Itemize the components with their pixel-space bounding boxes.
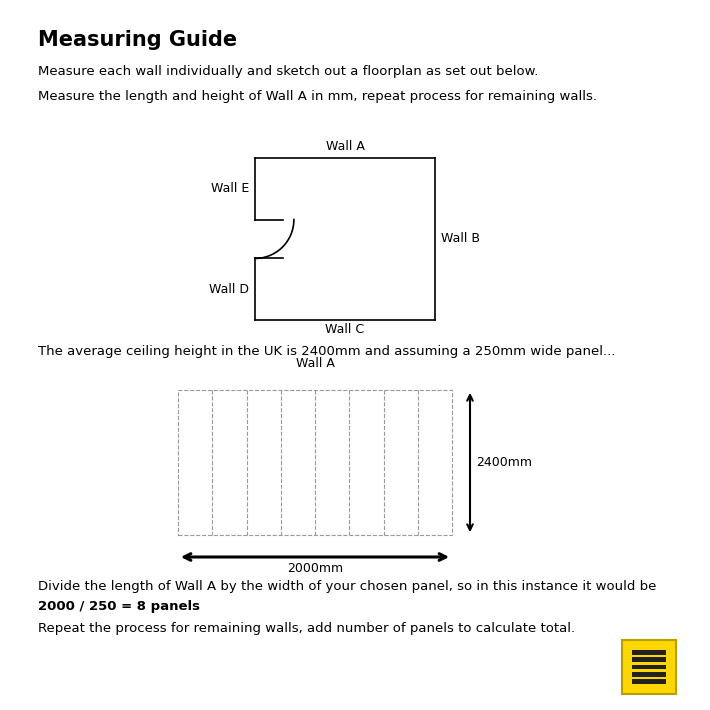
- Text: Measure the length and height of Wall A in mm, repeat process for remaining wall: Measure the length and height of Wall A …: [38, 90, 597, 103]
- Text: Wall A: Wall A: [326, 140, 364, 153]
- Text: 2000 / 250 = 8 panels: 2000 / 250 = 8 panels: [38, 600, 200, 613]
- Text: The average ceiling height in the UK is 2400mm and assuming a 250mm wide panel..: The average ceiling height in the UK is …: [38, 345, 616, 358]
- Bar: [633, 672, 666, 677]
- Bar: [178, 390, 452, 535]
- Text: Repeat the process for remaining walls, add number of panels to calculate total.: Repeat the process for remaining walls, …: [38, 622, 575, 635]
- Text: Wall D: Wall D: [209, 283, 249, 296]
- Text: Measuring Guide: Measuring Guide: [38, 30, 237, 50]
- Text: Measure each wall individually and sketch out a floorplan as set out below.: Measure each wall individually and sketc…: [38, 65, 538, 78]
- Bar: [633, 665, 666, 670]
- Text: Wall C: Wall C: [325, 323, 364, 336]
- Bar: [622, 640, 676, 694]
- Text: Divide the length of Wall A by the width of your chosen panel, so in this instan: Divide the length of Wall A by the width…: [38, 580, 656, 593]
- Text: 2000mm: 2000mm: [287, 562, 343, 575]
- Text: Wall B: Wall B: [441, 232, 480, 246]
- Bar: [633, 657, 666, 662]
- Bar: [633, 650, 666, 655]
- Text: 2400mm: 2400mm: [476, 456, 532, 469]
- Text: Wall A: Wall A: [295, 357, 334, 370]
- Text: Wall E: Wall E: [211, 182, 249, 195]
- Bar: [633, 679, 666, 684]
